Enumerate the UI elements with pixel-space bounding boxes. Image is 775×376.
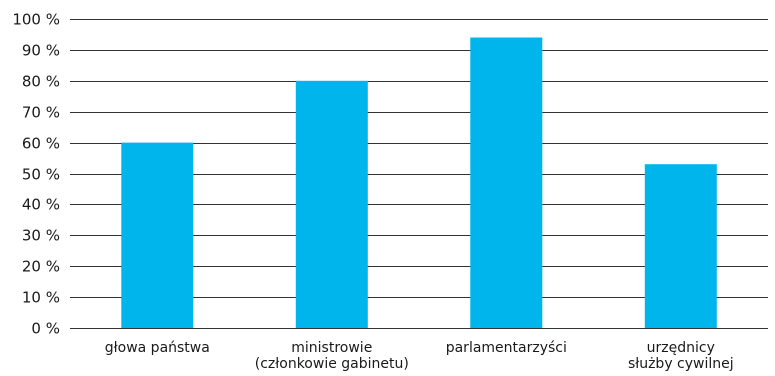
y-axis-tick-labels: 0 % 10 % 20 % 30 % 40 % 50 % 60 % 70 % 80 % 90 % 1…: [12, 11, 60, 338]
y-tick-label: 100 %: [12, 11, 60, 29]
y-tick-label: 10 %: [22, 289, 60, 307]
y-tick-label: 30 %: [22, 227, 60, 245]
x-category-label-line: służby cywilnej: [628, 356, 734, 372]
y-tick-label: 0 %: [31, 320, 60, 338]
bar-2: [470, 37, 543, 328]
x-category-label-line: ministrowie: [291, 340, 372, 356]
x-category-label: głowa państwa: [105, 340, 210, 356]
x-axis-category-labels: głowa państwa ministrowie (członkowie gabi…: [105, 340, 734, 372]
y-tick-label: 80 %: [22, 73, 60, 91]
bar-1: [295, 80, 368, 328]
x-category-label-line: parlamentarzyści: [446, 340, 567, 356]
bar-0: [121, 142, 194, 328]
x-category-label: parlamentarzyści: [446, 340, 567, 356]
y-tick-label: 70 %: [22, 104, 60, 122]
x-category-label: ministrowie (członkowie gabinetu): [255, 340, 409, 372]
y-tick-label: 40 %: [22, 196, 60, 214]
x-category-label-line: głowa państwa: [105, 340, 210, 356]
bar-3: [644, 164, 717, 328]
bars: [121, 37, 717, 328]
y-tick-label: 60 %: [22, 135, 60, 153]
x-category-label-line: (członkowie gabinetu): [255, 356, 409, 372]
y-tick-label: 50 %: [22, 166, 60, 184]
x-category-label: urzędnicy służby cywilnej: [628, 340, 734, 372]
y-tick-label: 90 %: [22, 42, 60, 60]
x-category-label-line: urzędnicy: [647, 340, 715, 356]
y-tick-label: 20 %: [22, 258, 60, 276]
